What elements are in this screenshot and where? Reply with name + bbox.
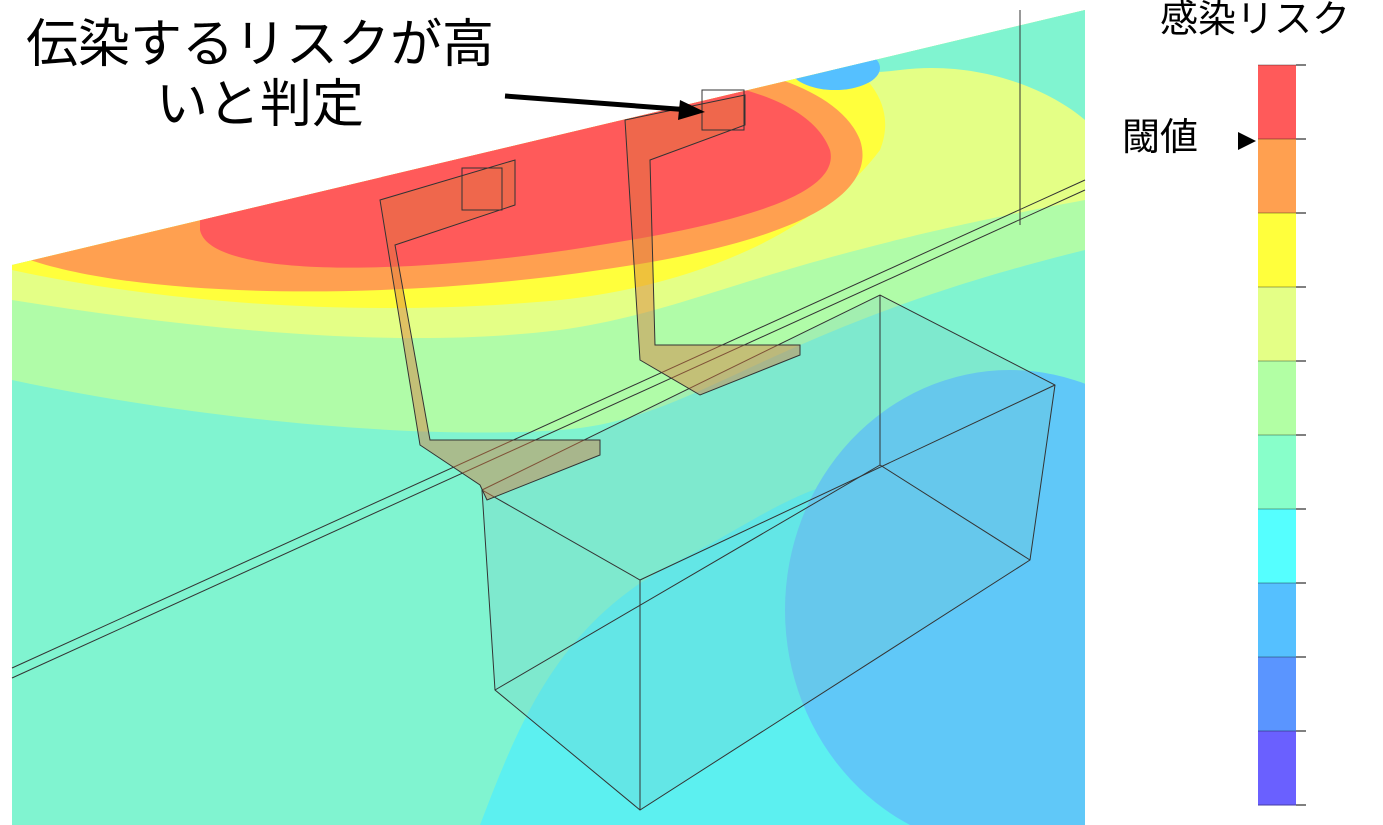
rail-line (11, 189, 1086, 679)
box-edge (879, 464, 1031, 561)
colorbar-band (1258, 65, 1296, 140)
colorbar-title: 感染リスク (1160, 0, 1350, 41)
seat (379, 159, 601, 501)
annotation-text: いと判定 (156, 75, 364, 135)
box-edge (494, 464, 881, 691)
seat (624, 94, 801, 396)
colorbar-band (1258, 657, 1296, 732)
arrow (504, 93, 691, 113)
colorbar-band (1258, 139, 1296, 214)
rail-line (11, 179, 1086, 669)
colorbar-band (1258, 731, 1296, 806)
contour-blue-top (790, 46, 880, 90)
threshold-label: 閾値 (1122, 115, 1198, 159)
colorbar-band (1258, 435, 1296, 510)
head-box (461, 167, 503, 211)
annotation-bg (12, 10, 517, 136)
colorbar-band (1258, 583, 1296, 658)
colorbar (1258, 64, 1306, 806)
head-box (701, 89, 745, 131)
colorbar-band (1258, 509, 1296, 584)
annotation-text: 伝染するリスクが高 (26, 15, 494, 75)
threshold-marker (1238, 132, 1256, 150)
geometry (11, 10, 1086, 811)
arrow-head (678, 100, 705, 120)
colorbar-band (1258, 213, 1296, 288)
colorbar-band (1258, 287, 1296, 362)
colorbar-band (1258, 361, 1296, 436)
contour-blue (785, 370, 1085, 825)
